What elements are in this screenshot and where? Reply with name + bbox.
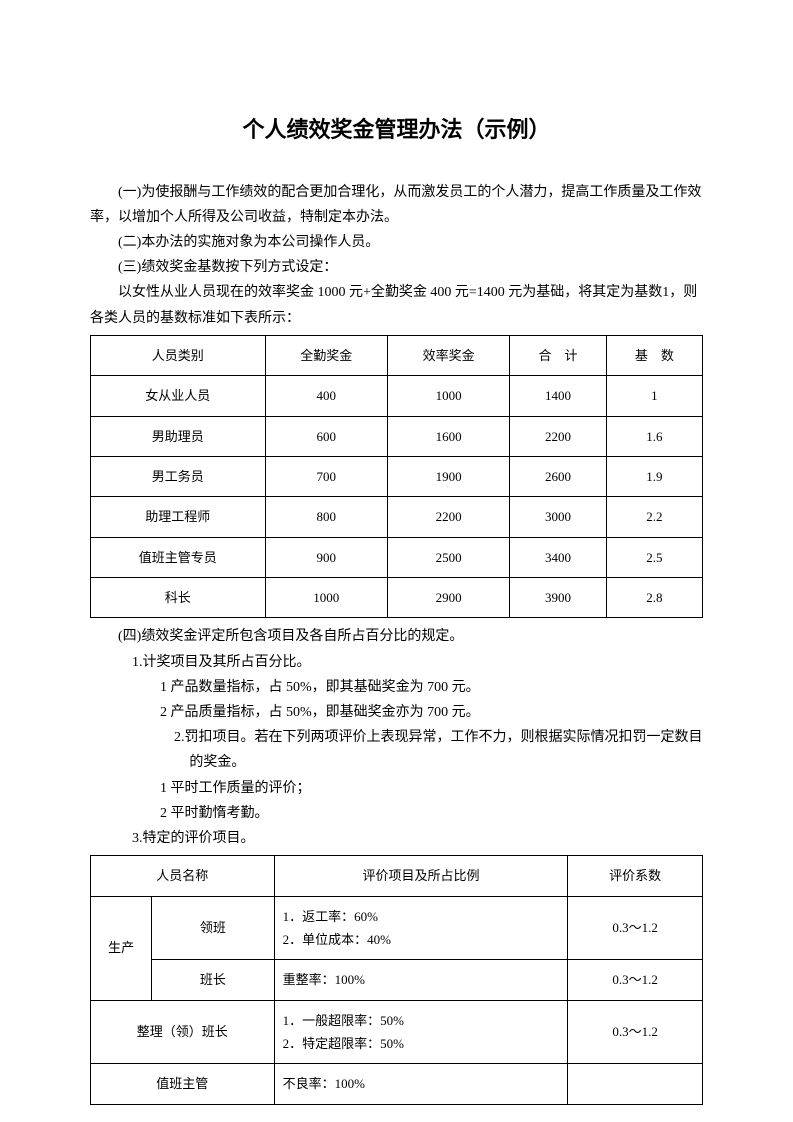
table-cell: 0.3～1.2 [568,1000,703,1064]
table-cell [568,1064,703,1104]
table-cell: 2900 [387,578,509,618]
table-cell: 1900 [387,456,509,496]
bonus-base-table: 人员类别 全勤奖金 效率奖金 合 计 基 数 女从业人员 400 1000 14… [90,335,703,619]
table-cell: 800 [265,497,387,537]
table-cell: 生产 [91,896,152,1000]
table-row: 男工务员 700 1900 2600 1.9 [91,456,703,496]
table-cell: 3000 [510,497,606,537]
table-cell: 3400 [510,537,606,577]
table-cell: 整理（领）班长 [91,1000,275,1064]
table-cell: 2200 [387,497,509,537]
table-cell: 1000 [387,376,509,416]
table-header: 评价系数 [568,856,703,896]
table-cell: 1．一般超限率：50% 2．特定超限率：50% [274,1000,568,1064]
cell-line: 1．返工率：60% [283,905,564,928]
list-item: 2 平时勤惰考勤。 [160,801,703,826]
table-header: 人员类别 [91,335,266,375]
table-cell: 值班主管专员 [91,537,266,577]
list-item: 2.罚扣项目。若在下列两项评价上表现异常，工作不力，则根据实际情况扣罚一定数目的… [147,725,703,775]
table-header: 评价项目及所占比例 [274,856,568,896]
table-row: 人员类别 全勤奖金 效率奖金 合 计 基 数 [91,335,703,375]
list-item: 3.特定的评价项目。 [132,826,703,851]
table-cell: 2200 [510,416,606,456]
table-cell: 不良率：100% [274,1064,568,1104]
table-cell: 1 [606,376,702,416]
table-cell: 男助理员 [91,416,266,456]
table-cell: 1400 [510,376,606,416]
table-cell: 2500 [387,537,509,577]
table-cell: 女从业人员 [91,376,266,416]
table-cell: 助理工程师 [91,497,266,537]
table-cell: 700 [265,456,387,496]
evaluation-table: 人员名称 评价项目及所占比例 评价系数 生产 领班 1．返工率：60% 2．单位… [90,855,703,1105]
table-cell: 2.2 [606,497,702,537]
cell-line: 2．单位成本：40% [283,928,564,951]
table-header: 全勤奖金 [265,335,387,375]
table-cell: 2.8 [606,578,702,618]
table-cell: 1600 [387,416,509,456]
table-cell: 2.5 [606,537,702,577]
cell-line: 1．一般超限率：50% [283,1009,564,1032]
table-cell: 科长 [91,578,266,618]
table-cell: 重整率：100% [274,960,568,1000]
table-row: 男助理员 600 1600 2200 1.6 [91,416,703,456]
table-cell: 1.9 [606,456,702,496]
table-row: 值班主管 不良率：100% [91,1064,703,1104]
table-header: 人员名称 [91,856,275,896]
table-row: 值班主管专员 900 2500 3400 2.5 [91,537,703,577]
table-row: 生产 领班 1．返工率：60% 2．单位成本：40% 0.3～1.2 [91,896,703,960]
list-item: 1.计奖项目及其所占百分比。 [132,650,703,675]
cell-line: 2．特定超限率：50% [283,1032,564,1055]
paragraph-4: 以女性从业人员现在的效率奖金 1000 元+全勤奖金 400 元=1400 元为… [90,280,703,330]
table-row: 整理（领）班长 1．一般超限率：50% 2．特定超限率：50% 0.3～1.2 [91,1000,703,1064]
table-cell: 男工务员 [91,456,266,496]
list-item: 2 产品质量指标，占 50%，即基础奖金亦为 700 元。 [160,700,703,725]
table-cell: 0.3～1.2 [568,960,703,1000]
table-cell: 0.3～1.2 [568,896,703,960]
table-header: 效率奖金 [387,335,509,375]
list-item: 1 产品数量指标，占 50%，即其基础奖金为 700 元。 [160,675,703,700]
page-title: 个人绩效奖金管理办法（示例） [90,110,703,150]
table-row: 女从业人员 400 1000 1400 1 [91,376,703,416]
table-cell: 600 [265,416,387,456]
table-row: 班长 重整率：100% 0.3～1.2 [91,960,703,1000]
paragraph-2: (二)本办法的实施对象为本公司操作人员。 [90,230,703,255]
table-cell: 班长 [152,960,274,1000]
table-row: 人员名称 评价项目及所占比例 评价系数 [91,856,703,896]
list-item: 1 平时工作质量的评价； [160,776,703,801]
table-cell: 400 [265,376,387,416]
table-row: 助理工程师 800 2200 3000 2.2 [91,497,703,537]
table-cell: 1．返工率：60% 2．单位成本：40% [274,896,568,960]
table-header: 基 数 [606,335,702,375]
table-cell: 3900 [510,578,606,618]
table-cell: 领班 [152,896,274,960]
table-row: 科长 1000 2900 3900 2.8 [91,578,703,618]
table-cell: 900 [265,537,387,577]
table-header: 合 计 [510,335,606,375]
paragraph-1: (一)为使报酬与工作绩效的配合更加合理化，从而激发员工的个人潜力，提高工作质量及… [90,180,703,230]
paragraph-5: (四)绩效奖金评定所包含项目及各自所占百分比的规定。 [90,624,703,649]
table-cell: 值班主管 [91,1064,275,1104]
table-cell: 1000 [265,578,387,618]
paragraph-3: (三)绩效奖金基数按下列方式设定： [90,255,703,280]
table-cell: 1.6 [606,416,702,456]
table-cell: 2600 [510,456,606,496]
